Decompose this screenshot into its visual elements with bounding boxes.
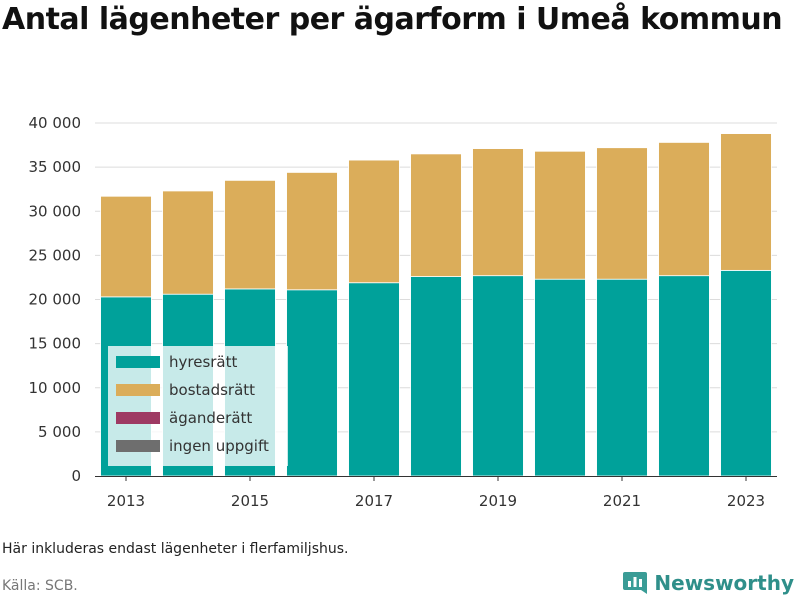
bar-bostadsrätt-2013 bbox=[100, 195, 152, 298]
bar-bostadsrätt-2021 bbox=[596, 147, 648, 280]
bar-bostadsrätt-2017 bbox=[348, 159, 400, 284]
legend-label: hyresrätt bbox=[169, 353, 238, 371]
bar-hyresrätt-2020 bbox=[534, 278, 586, 477]
y-tick-label: 40 000 bbox=[29, 114, 82, 132]
bar-hyresrätt-2022 bbox=[658, 275, 710, 477]
x-tick-label: 2021 bbox=[603, 492, 641, 510]
y-tick-label: 25 000 bbox=[29, 246, 82, 264]
brand-logo: Newsworthy bbox=[622, 567, 794, 599]
y-tick-label: 5 000 bbox=[38, 423, 81, 441]
bar-hyresrätt-2019 bbox=[472, 275, 524, 477]
chart-title: Antal lägenheter per ägarform i Umeå kom… bbox=[2, 2, 783, 37]
bar-hyresrätt-2016 bbox=[286, 289, 338, 477]
x-tick-label: 2023 bbox=[727, 492, 765, 510]
legend-label: äganderätt bbox=[169, 409, 252, 427]
bar-bostadsrätt-2023 bbox=[720, 133, 772, 271]
y-tick-label: 15 000 bbox=[29, 335, 82, 353]
bar-bostadsrätt-2018 bbox=[410, 153, 462, 277]
bar-bostadsrätt-2020 bbox=[534, 150, 586, 280]
y-tick-label: 0 bbox=[71, 467, 81, 485]
source-note: Källa: SCB. bbox=[2, 578, 78, 594]
legend-label: ingen uppgift bbox=[169, 437, 269, 455]
bar-hyresrätt-2018 bbox=[410, 276, 462, 477]
footnote: Här inkluderas endast lägenheter i flerf… bbox=[2, 541, 349, 557]
newsworthy-logo-icon bbox=[623, 572, 648, 594]
y-tick-label: 20 000 bbox=[29, 291, 82, 309]
legend-swatch bbox=[116, 412, 160, 424]
brand-name: Newsworthy bbox=[654, 571, 794, 595]
y-axis-labels: 0 5 000 10 000 15 000 20 000 25 000 30 000 35 0… bbox=[29, 114, 82, 485]
y-tick-label: 30 000 bbox=[29, 202, 82, 220]
bar-hyresrätt-2017 bbox=[348, 282, 400, 477]
bar-bostadsrätt-2016 bbox=[286, 172, 338, 291]
bar-hyresrätt-2023 bbox=[720, 269, 772, 477]
bar-chart: 0 5 000 10 000 15 000 20 000 25 000 30 000 35 0… bbox=[29, 114, 777, 510]
bar-bostadsrätt-2014 bbox=[162, 190, 214, 295]
x-axis-labels: 2013 2015 2017 2019 2021 2023 bbox=[107, 476, 765, 510]
legend-swatch bbox=[116, 440, 160, 452]
bar-hyresrätt-2021 bbox=[596, 278, 648, 477]
bar-bostadsrätt-2022 bbox=[658, 142, 710, 277]
legend: hyresrätt bostadsrätt äganderätt ingen uppg… bbox=[108, 346, 288, 466]
bar-bostadsrätt-2019 bbox=[472, 148, 524, 277]
legend-label: bostadsrätt bbox=[169, 381, 255, 399]
x-tick-label: 2019 bbox=[479, 492, 517, 510]
x-tick-label: 2015 bbox=[231, 492, 269, 510]
y-tick-label: 35 000 bbox=[29, 158, 82, 176]
y-tick-label: 10 000 bbox=[29, 379, 82, 397]
x-tick-label: 2013 bbox=[107, 492, 145, 510]
bar-bostadsrätt-2015 bbox=[224, 179, 276, 290]
legend-swatch bbox=[116, 384, 160, 396]
legend-swatch bbox=[116, 356, 160, 368]
x-tick-label: 2017 bbox=[355, 492, 393, 510]
